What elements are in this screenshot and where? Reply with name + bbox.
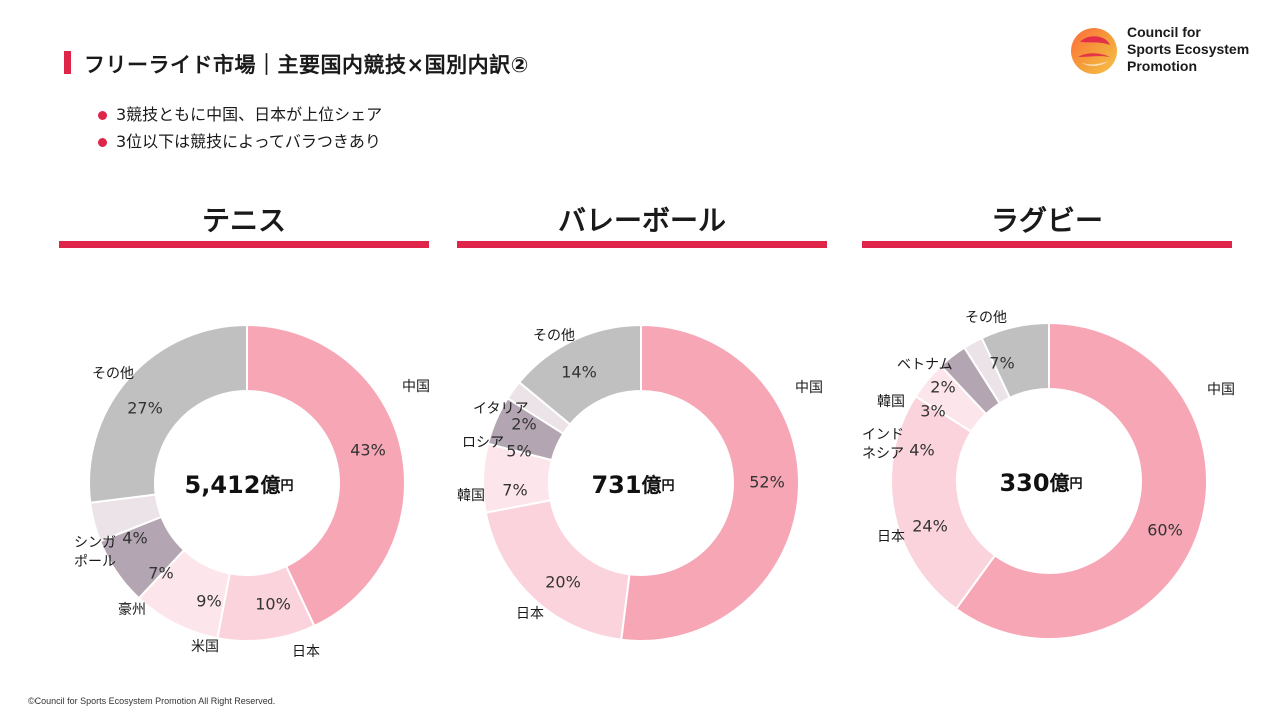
donut-slice <box>246 323 406 628</box>
copyright-footer: ©Council for Sports Ecosystem Promotion … <box>28 696 276 706</box>
logo: Council for Sports Ecosystem Promotion <box>1070 24 1260 80</box>
donut-slice <box>484 499 631 641</box>
section-rule <box>59 241 429 248</box>
slice-category-label: 日本 <box>516 606 544 622</box>
slice-category-label: その他 <box>92 366 134 382</box>
slice-category-label: イタリア <box>473 401 528 417</box>
chart-title-volleyball: バレーボール <box>557 204 726 237</box>
slice-category-label: インドネシア <box>862 427 904 462</box>
donut-slice <box>88 323 248 504</box>
chart-title-rugby: ラグビー <box>990 204 1103 237</box>
slice-category-label: 日本 <box>877 529 905 545</box>
page-title: フリーライド市場｜主要国内競技×国別内訳② <box>84 53 529 77</box>
slice-category-label: ベトナム <box>897 357 953 373</box>
slice-value-label: 7% <box>502 481 527 500</box>
slice-value-label: 14% <box>561 363 597 382</box>
donut-chart: 43% 中国 10% 日本 9% 米国 7% 豪州 4% シンガポール 27% その他 5,412億円 <box>74 323 430 660</box>
slice-category-label: 韓国 <box>457 488 485 504</box>
donut-chart: 60% 中国 24% 日本 4% インドネシア 3% 韓国 2% ベトナム 7% その他 330億円 <box>862 310 1235 640</box>
slice-value-label: 2% <box>511 415 536 434</box>
slice-category-label: 日本 <box>292 644 320 660</box>
slice-value-label: 43% <box>350 441 386 460</box>
slice-category-label: その他 <box>533 328 575 344</box>
slice-value-label: 7% <box>989 354 1014 373</box>
slice-value-label: 4% <box>909 441 934 460</box>
slice-value-label: 27% <box>127 399 163 418</box>
logo-text-line: Sports Ecosystem <box>1127 41 1250 57</box>
donut-center-total: 330億円 <box>999 469 1082 497</box>
logo-text-line: Promotion <box>1127 58 1197 74</box>
bullet-item: 3競技ともに中国、日本が上位シェア <box>98 104 382 131</box>
slice-category-label: 韓国 <box>877 394 905 410</box>
section-rule <box>862 241 1232 248</box>
slice-category-label: 中国 <box>402 379 430 395</box>
logo-text-line: Council for <box>1127 24 1201 40</box>
slice-value-label: 20% <box>545 573 581 592</box>
slice-value-label: 7% <box>148 564 173 583</box>
chart-title-tennis: テニス <box>201 204 286 237</box>
slice-value-label: 9% <box>196 592 221 611</box>
donut-slice <box>954 321 1208 640</box>
donut-slice <box>980 321 1050 400</box>
slice-value-label: 52% <box>749 473 785 492</box>
section-rule <box>457 241 827 248</box>
slice-category-label: 米国 <box>191 639 219 655</box>
slice-value-label: 60% <box>1147 521 1183 540</box>
slice-value-label: 4% <box>122 529 147 548</box>
slice-category-label: ロシア <box>462 435 504 451</box>
title-accent-bar <box>64 51 71 74</box>
donut-center-total: 5,412億円 <box>185 471 294 499</box>
slice-category-label: 豪州 <box>118 602 146 618</box>
slice-category-label: シンガポール <box>74 535 116 570</box>
slice-category-label: 中国 <box>1207 382 1235 398</box>
slice-value-label: 24% <box>912 517 948 536</box>
bullet-item: 3位以下は競技によってバラつきあり <box>98 131 382 158</box>
logo-mark-icon <box>1071 28 1117 74</box>
donut-slice <box>890 394 997 611</box>
summary-bullets: 3競技ともに中国、日本が上位シェア 3位以下は競技によってバラつきあり <box>98 104 382 158</box>
donut-chart: 52% 中国 20%日本 7% 韓国 5%ロシア 2%イタリア 14% その他 731億円 <box>457 323 823 642</box>
slice-value-label: 10% <box>255 595 291 614</box>
donut-slice <box>620 323 800 642</box>
logo-text: Council for Sports Ecosystem Promotion <box>1127 24 1249 75</box>
slice-category-label: その他 <box>965 310 1007 326</box>
donut-slice <box>517 323 642 426</box>
slice-category-label: 中国 <box>795 380 823 396</box>
slice-value-label: 3% <box>920 402 945 421</box>
slice-value-label: 2% <box>930 378 955 397</box>
donut-center-total: 731億円 <box>591 471 674 499</box>
slice-value-label: 5% <box>506 442 531 461</box>
